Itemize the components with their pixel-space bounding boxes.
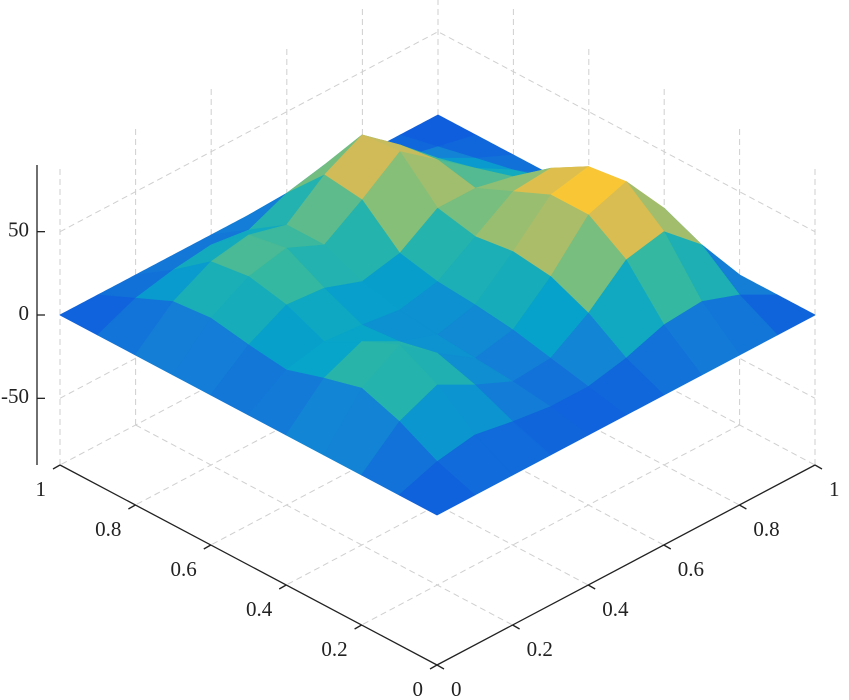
y-tick-label: 0: [413, 677, 424, 700]
y-tick-label: 0.6: [171, 557, 197, 581]
tick-mark: [203, 544, 212, 550]
tick-mark: [739, 504, 747, 510]
x-tick-label: 1: [829, 477, 840, 501]
tick-mark: [814, 464, 823, 470]
y-tick-label: 1: [36, 477, 47, 501]
axis-line: [59, 464, 438, 666]
tick-mark: [512, 624, 520, 630]
x-tick-label: 0: [451, 677, 462, 700]
x-tick-label: 0.2: [527, 637, 553, 661]
tick-mark: [278, 584, 287, 590]
z-tick-label: 0: [19, 301, 30, 325]
z-tick-label: 50: [8, 217, 29, 241]
y-tick-label: 0.2: [321, 637, 347, 661]
grid-line: [59, 31, 816, 233]
tick-mark: [354, 624, 362, 630]
tick-mark: [429, 664, 438, 670]
y-tick-label: 0.4: [246, 597, 273, 621]
z-tick-label: -50: [1, 384, 29, 408]
tick-mark: [52, 464, 61, 470]
tick-mark: [663, 544, 672, 550]
tick-mark: [587, 584, 596, 590]
axis-line: [436, 464, 816, 666]
tick-mark: [128, 504, 136, 510]
surface-patch: [398, 461, 476, 516]
grid-line: [361, 424, 740, 626]
x-tick-label: 0.4: [602, 597, 629, 621]
x-tick-label: 0.6: [678, 557, 704, 581]
grid-line: [135, 424, 513, 626]
tick-mark: [436, 664, 445, 670]
y-tick-label: 0.8: [95, 517, 121, 541]
x-tick-label: 0.8: [753, 517, 779, 541]
